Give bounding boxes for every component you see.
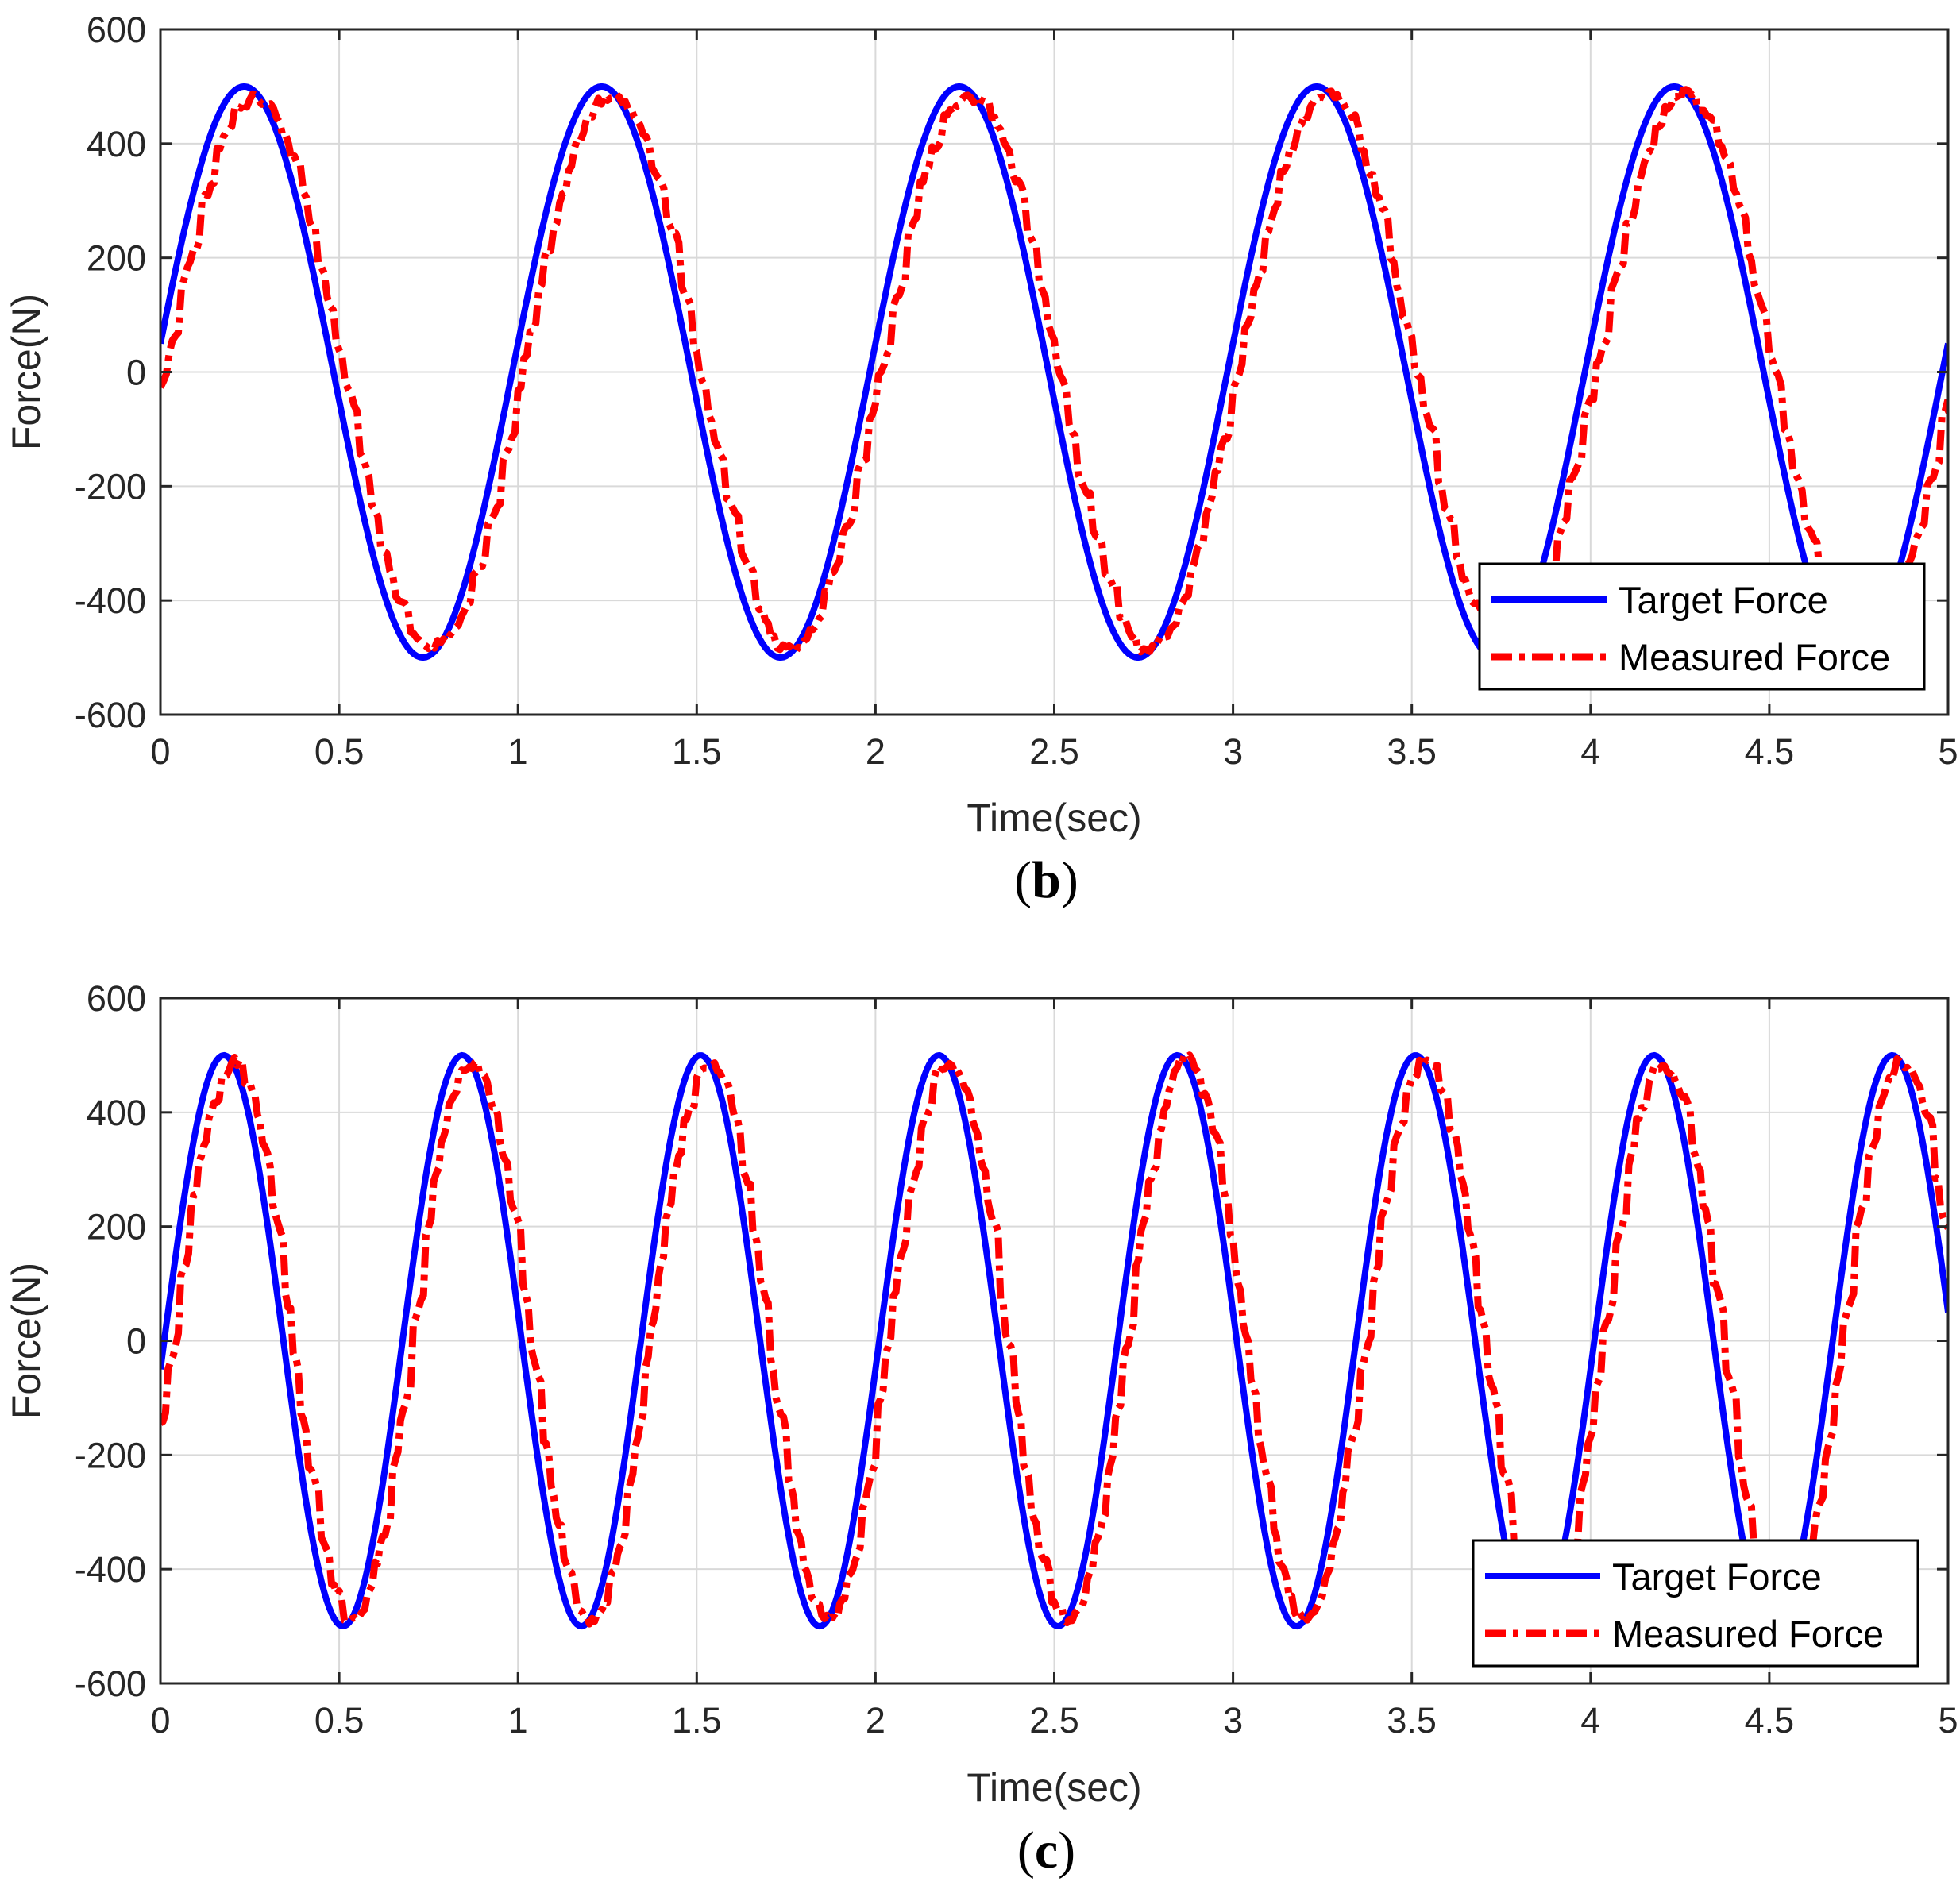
x-tick-label: 2 [866,1700,885,1741]
caption-close-paren: ) [1061,851,1078,909]
chart-panel-b: 0 0.5 1 1.5 2 2.5 3 3.5 4 4.5 5 600 400 200 0 -200 -400 -… [4,10,1958,909]
target-force-line [160,83,1948,661]
y-tick-label: 200 [87,1207,146,1247]
legend-target-label: Target Force [1619,579,1828,621]
y-tick-label: -400 [75,1549,146,1590]
measured-force-line [160,86,1948,657]
x-tick-label: 3 [1223,731,1243,772]
x-tick-label: 4 [1580,731,1600,772]
measured-force-line [160,1051,1948,1628]
x-tick-label: 4 [1580,1700,1600,1741]
x-tick-label: 1.5 [672,1700,722,1741]
target-force-line [160,1051,1948,1630]
y-tick-label: -200 [75,1435,146,1475]
x-tick-label: 0 [150,731,170,772]
caption-open-paren: ( [1017,1822,1035,1880]
y-tick-label: -600 [75,1664,146,1704]
caption-letter: c [1035,1822,1058,1880]
x-tick-label: 5 [1938,731,1958,772]
legend-box [1472,1539,1919,1668]
x-tick-label: 1.5 [672,731,722,772]
x-tick-label: 1 [508,731,528,772]
x-axis-label: Time(sec) [966,796,1141,840]
legend: Target Force Measured Force [1472,1539,1919,1668]
x-axis-label: Time(sec) [966,1765,1141,1810]
y-tick-label: 600 [87,978,146,1019]
x-tick-label: 3.5 [1387,731,1437,772]
y-tick-label: -200 [75,466,146,507]
x-tick-label: 3 [1223,1700,1243,1741]
x-tick-label: 0 [150,1700,170,1741]
caption-letter: b [1032,851,1061,909]
legend-target-label: Target Force [1612,1556,1822,1598]
y-tick-label: -400 [75,580,146,621]
legend: Target Force Measured Force [1478,562,1926,691]
x-tick-label: 2.5 [1029,731,1079,772]
x-tick-label: 3.5 [1387,1700,1437,1741]
x-tick-label: 0.5 [314,731,365,772]
y-tick-label: 400 [87,1093,146,1133]
x-tick-label: 5 [1938,1700,1958,1741]
legend-measured-label: Measured Force [1612,1613,1884,1655]
legend-box [1478,562,1926,691]
y-tick-label: 0 [126,1321,146,1362]
x-tick-label: 2.5 [1029,1700,1079,1741]
legend-measured-label: Measured Force [1619,636,1890,678]
y-tick-label: -600 [75,695,146,735]
y-tick-label: 200 [87,238,146,279]
y-tick-label: 400 [87,124,146,164]
y-axis-label: Force(N) [4,1263,48,1419]
caption-close-paren: ) [1058,1822,1075,1880]
y-tick-label: 0 [126,353,146,393]
panel-caption: (b) [1014,851,1078,909]
caption-open-paren: ( [1014,851,1032,909]
x-tick-label: 4.5 [1745,731,1795,772]
y-tick-label: 600 [87,10,146,50]
chart-panel-c: 0 0.5 1 1.5 2 2.5 3 3.5 4 4.5 5 600 400 200 0 -200 -400 -… [4,978,1958,1880]
panel-caption: (c) [1017,1822,1075,1880]
y-axis-label: Force(N) [4,294,48,450]
x-tick-label: 4.5 [1745,1700,1795,1741]
x-tick-label: 2 [866,731,885,772]
x-tick-label: 0.5 [314,1700,365,1741]
x-tick-label: 1 [508,1700,528,1741]
